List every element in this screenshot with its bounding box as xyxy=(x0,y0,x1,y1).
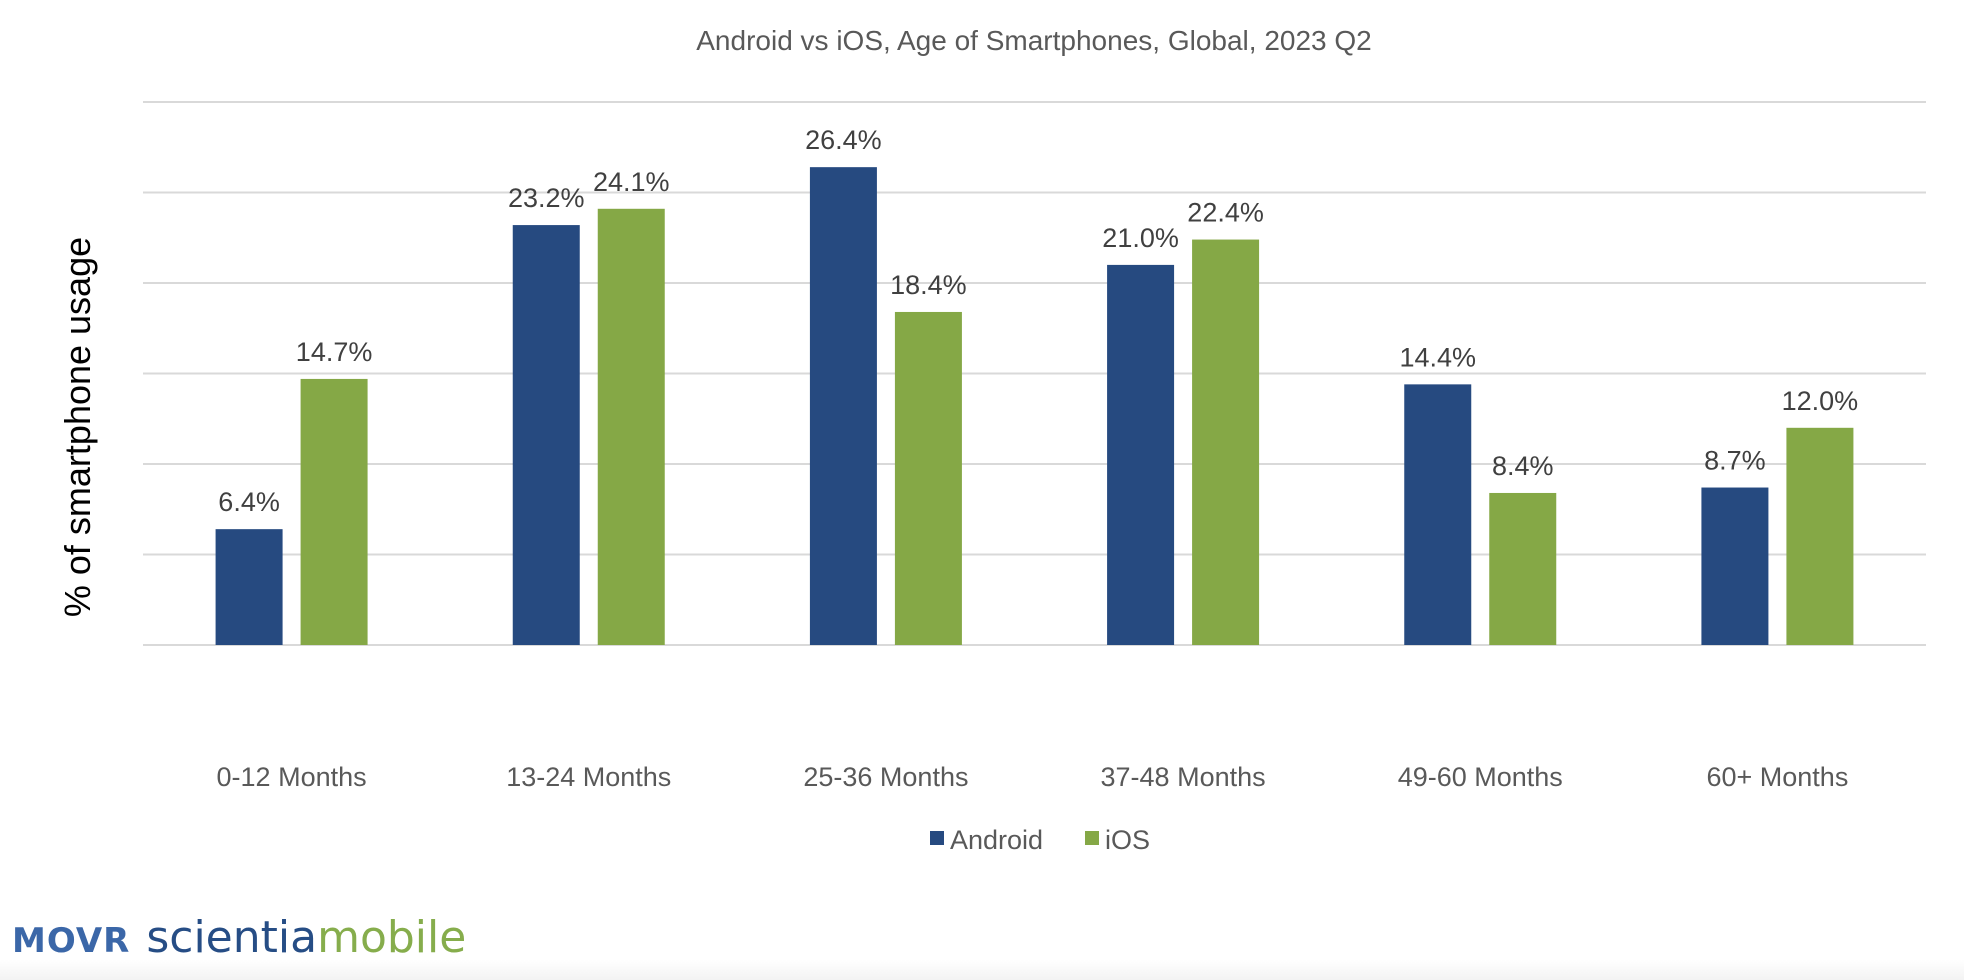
bar-android xyxy=(1107,264,1175,645)
data-label: 6.4% xyxy=(218,487,280,517)
bar-ios xyxy=(1786,427,1854,645)
legend-label-ios: iOS xyxy=(1105,825,1150,855)
bar-android xyxy=(1404,384,1472,645)
data-label: 18.4% xyxy=(890,270,967,300)
data-label: 26.4% xyxy=(805,125,882,155)
bar-chart: Android vs iOS, Age of Smartphones, Glob… xyxy=(57,25,1926,855)
legend-swatch-ios xyxy=(1085,831,1099,845)
data-label: 8.7% xyxy=(1704,446,1766,476)
bar-ios xyxy=(1192,239,1260,645)
bar-ios xyxy=(300,378,368,645)
logo-scientia: scientia xyxy=(146,912,318,963)
footer-fade xyxy=(0,960,1964,980)
chart-title: Android vs iOS, Age of Smartphones, Glob… xyxy=(696,25,1372,56)
logo-movr: MOVR xyxy=(12,921,131,961)
logo-mobile: mobile xyxy=(317,912,467,963)
x-tick-label: 0-12 Months xyxy=(217,762,367,792)
data-label: 14.7% xyxy=(296,337,373,367)
x-tick-label: 13-24 Months xyxy=(506,762,671,792)
movr-scientiamobile-logo: MOVR scientiamobile xyxy=(12,912,466,963)
y-axis-label: % of smartphone usage xyxy=(57,237,98,617)
data-label: 21.0% xyxy=(1102,223,1179,253)
bar-ios xyxy=(894,311,962,645)
data-label: 8.4% xyxy=(1492,451,1554,481)
bar-ios xyxy=(1489,492,1557,645)
x-tick-label: 37-48 Months xyxy=(1101,762,1266,792)
data-label: 12.0% xyxy=(1782,386,1859,416)
data-label: 24.1% xyxy=(593,167,670,197)
x-tick-label: 49-60 Months xyxy=(1398,762,1563,792)
bar-ios xyxy=(597,208,665,646)
bar-android xyxy=(512,225,580,645)
data-label: 22.4% xyxy=(1187,198,1264,228)
x-tick-label: 60+ Months xyxy=(1706,762,1848,792)
bar-android xyxy=(1701,487,1769,645)
bar-android xyxy=(215,529,283,645)
x-tick-label: 25-36 Months xyxy=(803,762,968,792)
data-label: 14.4% xyxy=(1399,342,1476,372)
data-label: 23.2% xyxy=(508,183,585,213)
legend-label-android: Android xyxy=(950,825,1043,855)
bar-android xyxy=(809,167,877,645)
legend-swatch-android xyxy=(930,831,944,845)
